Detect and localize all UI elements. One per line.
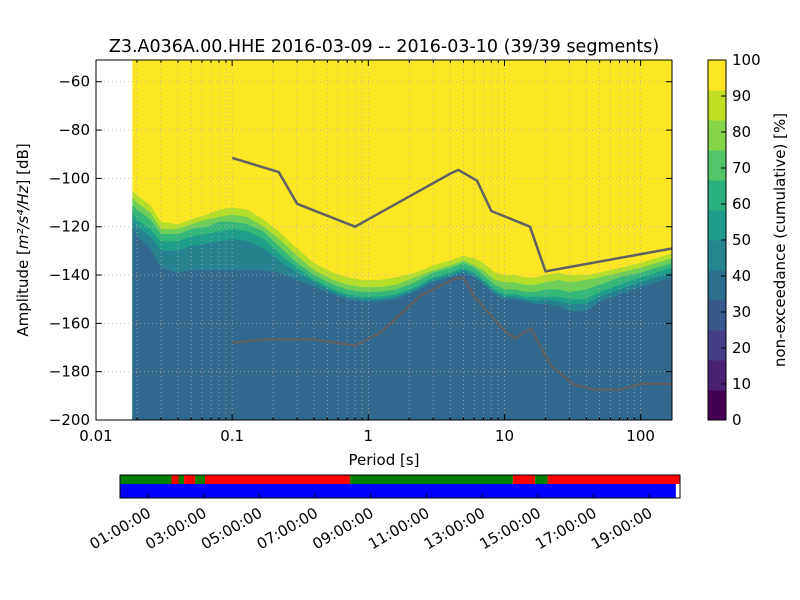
colorbar-swatch: [708, 360, 726, 391]
availability-segment-bad: [204, 475, 350, 484]
plot-area: 0.01 0.1 1 10 100 −200 −180 −160 −140 −120 −100 −8…: [49, 59, 673, 445]
y-axis-label: Amplitude [m²/s⁴/Hz] [dB]: [14, 143, 32, 336]
availability-segment-bad: [171, 475, 179, 484]
y-tick-label: −80: [58, 121, 90, 139]
colorbar-tick-label: 20: [732, 339, 751, 357]
x-tick-label: 0.1: [220, 427, 244, 445]
availability-segment-ok: [120, 475, 172, 484]
y-tick-label: −120: [49, 218, 90, 236]
availability-segment-bad: [547, 475, 680, 484]
colorbar-swatch: [708, 300, 726, 331]
colorbar-swatch: [708, 390, 726, 421]
availability-time-label: 03:00:00: [142, 504, 209, 553]
colorbar-swatch: [708, 210, 726, 241]
colorbar-label: non-exceedance (cumulative) [%]: [771, 113, 789, 367]
x-axis: 0.01 0.1 1 10 100: [79, 60, 655, 445]
availability-time-label: 07:00:00: [254, 504, 321, 553]
availability-segment-ok: [349, 475, 513, 484]
x-tick-label: 0.01: [79, 427, 112, 445]
colorbar-tick-label: 0: [732, 411, 742, 429]
x-tick-label: 1: [364, 427, 374, 445]
y-axis: −200 −180 −160 −140 −120 −100 −80 −60: [49, 73, 672, 429]
availability-bar: 01:00:0003:00:0005:00:0007:00:0009:00:00…: [87, 474, 681, 553]
availability-time-label: 05:00:00: [198, 504, 265, 553]
colorbar-swatch: [708, 120, 726, 151]
availability-time-label: 15:00:00: [477, 504, 544, 553]
availability-time-label: 11:00:00: [365, 504, 432, 553]
colorbar-swatch: [708, 270, 726, 301]
colorbar-swatch: [708, 150, 726, 181]
colorbar-tick-label: 100: [732, 51, 761, 69]
colorbar-swatch: [708, 180, 726, 211]
colorbar-tick-label: 80: [732, 123, 751, 141]
availability-time-label: 01:00:00: [87, 504, 154, 553]
y-tick-label: −100: [49, 169, 90, 187]
noise-model-high-line: [231, 156, 673, 273]
colorbar-swatch: [708, 60, 726, 91]
y-axis-label-prefix: Amplitude [: [14, 249, 32, 337]
availability-time-label: 09:00:00: [309, 504, 376, 553]
colorbar-swatch: [708, 330, 726, 361]
y-tick-label: −200: [49, 411, 90, 429]
availability-segment-ok: [195, 475, 205, 484]
availability-time-label: 19:00:00: [588, 504, 655, 553]
colorbar-tick-label: 60: [732, 195, 751, 213]
availability-segment-bad: [512, 475, 536, 484]
noise-model-lines: [231, 156, 673, 392]
grid-lines: [95, 60, 672, 421]
x-axis-label: Period [s]: [348, 451, 419, 469]
y-tick-label: −140: [49, 266, 90, 284]
availability-time-label: 13:00:00: [421, 504, 488, 553]
colorbar-tick-label: 30: [732, 303, 751, 321]
colorbar-tick-label: 90: [732, 87, 751, 105]
plot-frame: [95, 59, 673, 421]
y-tick-label: −160: [49, 314, 90, 332]
noise-model-low-line: [232, 276, 673, 392]
availability-time-label: 17:00:00: [532, 504, 599, 553]
colorbar-swatches: [708, 60, 726, 421]
colorbar-tick-label: 10: [732, 375, 751, 393]
y-axis-label-suffix: ] [dB]: [14, 143, 32, 185]
availability-segment-ok: [178, 475, 185, 484]
chart-title: Z3.A036A.00.HHE 2016-03-09 -- 2016-03-10…: [109, 37, 659, 57]
colorbar-ticks: 0 10 20 30 40 50 60 70 80 90 100: [721, 51, 761, 429]
availability-frame: [119, 474, 681, 499]
colorbar-swatch: [708, 240, 726, 271]
colorbar-tick-label: 40: [732, 267, 751, 285]
colorbar: 0 10 20 30 40 50 60 70 80 90 100 non-exceedance (c…: [707, 51, 789, 429]
y-axis-label-units: m²/s⁴/Hz: [14, 184, 32, 249]
colorbar-tick-label: 70: [732, 159, 751, 177]
x-tick-label: 10: [495, 427, 514, 445]
availability-segment-bad: [184, 475, 196, 484]
colorbar-tick-label: 50: [732, 231, 751, 249]
availability-segment-ok: [535, 475, 548, 484]
availability-time-axis: 01:00:0003:00:0005:00:0007:00:0009:00:00…: [87, 494, 655, 553]
y-tick-label: −180: [49, 363, 90, 381]
y-tick-label: −60: [58, 73, 90, 91]
heatmap-band-40: [132, 226, 672, 420]
psd-heatmap: [132, 60, 673, 420]
x-tick-label: 100: [626, 427, 655, 445]
colorbar-swatch: [708, 90, 726, 121]
